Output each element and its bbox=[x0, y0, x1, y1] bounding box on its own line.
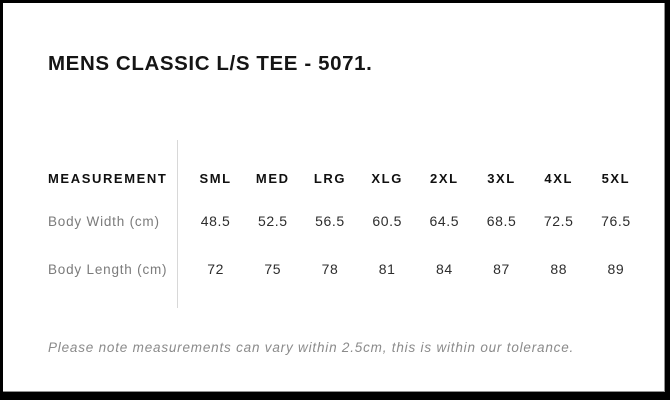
table-cell: 81 bbox=[378, 261, 396, 277]
table-row-body-length: Body Length (cm) 72 75 78 81 84 87 88 89 bbox=[48, 245, 645, 293]
size-guide-card: MENS CLASSIC L/S TEE - 5071. MEASUREMENT… bbox=[3, 3, 665, 392]
product-title: MENS CLASSIC L/S TEE - 5071. bbox=[48, 52, 373, 75]
table-cell: 72.5 bbox=[543, 213, 574, 229]
table-cell: 78 bbox=[321, 261, 339, 277]
table-cell: 87 bbox=[493, 261, 510, 277]
table-row-body-width: Body Width (cm) 48.5 52.5 56.5 60.5 64.5… bbox=[48, 197, 645, 245]
tolerance-note: Please note measurements can vary within… bbox=[48, 340, 575, 355]
table-cell: 56.5 bbox=[315, 213, 345, 229]
table-cell: 60.5 bbox=[372, 213, 402, 229]
divider-line-tail bbox=[48, 293, 178, 308]
row-label-body-width: Body Width (cm) bbox=[48, 197, 178, 245]
table-cell: 88 bbox=[550, 261, 568, 277]
table-header-row: MEASUREMENT SML MED LRG XLG 2XL 3XL 4XL … bbox=[48, 140, 645, 197]
size-column-header-xlg: XLG bbox=[371, 171, 403, 186]
column-header-measurement: MEASUREMENT bbox=[48, 140, 178, 197]
size-column-header-4xl: 4XL bbox=[544, 171, 574, 186]
row-label-body-length: Body Length (cm) bbox=[48, 245, 178, 293]
table-bottom-spacer bbox=[48, 293, 645, 308]
size-column-header-5xl: 5XL bbox=[601, 171, 631, 186]
table-cell: 52.5 bbox=[257, 213, 288, 229]
table-cell: 68.5 bbox=[486, 213, 517, 229]
table-cell: 72 bbox=[207, 261, 224, 277]
table-cell: 89 bbox=[607, 261, 625, 277]
size-chart-table: MEASUREMENT SML MED LRG XLG 2XL 3XL 4XL … bbox=[48, 140, 645, 308]
size-column-header-2xl: 2XL bbox=[430, 171, 459, 186]
table-cell: 64.5 bbox=[429, 213, 460, 229]
table-cell: 84 bbox=[435, 261, 453, 277]
table-cell: 75 bbox=[264, 261, 282, 277]
size-column-header-3xl: 3XL bbox=[487, 171, 516, 186]
size-column-header-lrg: LRG bbox=[313, 171, 347, 186]
size-column-header-sml: SML bbox=[199, 171, 232, 186]
size-column-header-med: MED bbox=[255, 171, 290, 186]
table-cell: 76.5 bbox=[601, 213, 631, 229]
table-cell: 48.5 bbox=[200, 213, 231, 229]
